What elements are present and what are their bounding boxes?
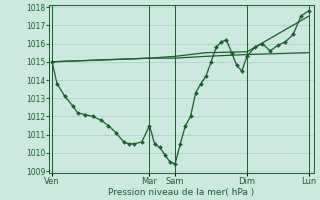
X-axis label: Pression niveau de la mer( hPa ): Pression niveau de la mer( hPa ) <box>108 188 255 197</box>
